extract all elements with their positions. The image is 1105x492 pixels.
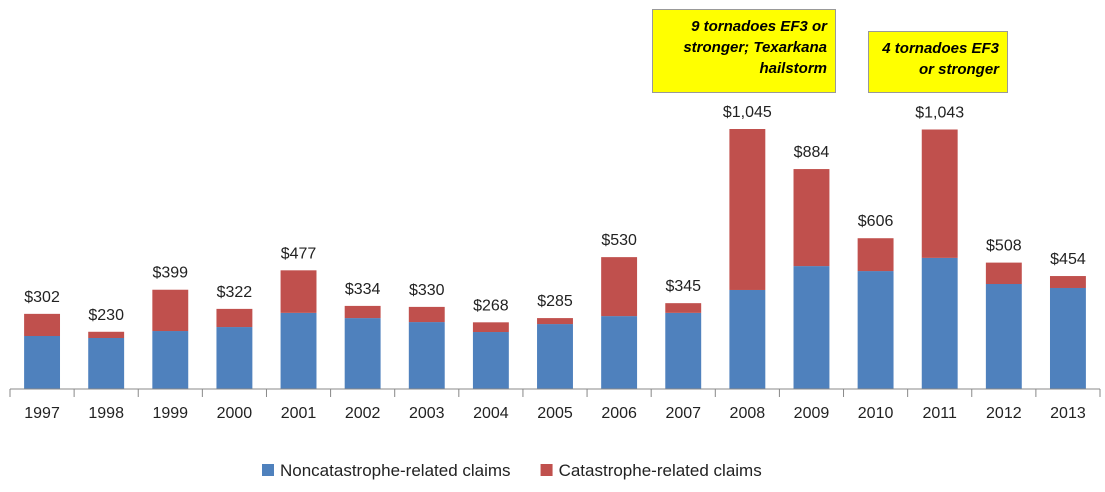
total-label: $268 [473, 297, 509, 314]
x-tick-label: 2002 [345, 405, 381, 422]
bar-segment [24, 336, 61, 389]
total-label: $454 [1050, 251, 1086, 268]
bar-segment [985, 284, 1022, 389]
total-label: $345 [665, 278, 701, 295]
x-tick-label: 1999 [152, 405, 188, 422]
bar-segment [729, 289, 766, 389]
bar-segment [729, 129, 766, 290]
bar-segment [921, 129, 958, 258]
x-tick-label: 2009 [794, 405, 830, 422]
bar-segment [1049, 287, 1086, 389]
bar-segment [88, 337, 125, 389]
bar-segment [344, 318, 381, 389]
x-tick-label: 2007 [665, 405, 701, 422]
x-tick-label: 1998 [88, 405, 124, 422]
bar-segment [601, 257, 638, 317]
x-tick-label: 2011 [923, 405, 958, 422]
total-label: $285 [537, 293, 573, 310]
total-label: $606 [858, 213, 894, 230]
bar-segment [472, 332, 509, 389]
x-tick-label: 2005 [537, 405, 573, 422]
bar-segment [216, 327, 253, 389]
annotation: 4 tornadoes EF3 or stronger [868, 31, 1008, 93]
bar-segment [985, 262, 1022, 285]
x-tick-label: 2013 [1050, 405, 1086, 422]
total-label: $884 [794, 144, 830, 161]
x-tick-label: 2004 [473, 405, 509, 422]
bar-segment [537, 324, 573, 389]
bar-segment [793, 169, 830, 267]
bar-segment [24, 313, 61, 337]
annotation: 9 tornadoes EF3 or stronger; Texarkana h… [652, 9, 836, 93]
legend-label: Catastrophe-related claims [559, 461, 762, 480]
total-label: $302 [24, 289, 60, 306]
x-tick-label: 2008 [730, 405, 766, 422]
x-tick-label: 2001 [281, 405, 317, 422]
bar-segment [537, 318, 573, 325]
x-tick-label: 2012 [986, 405, 1022, 422]
bar-segment [344, 305, 381, 319]
bar-segment [857, 271, 894, 389]
total-label: $1,043 [915, 104, 964, 121]
bar-segment [280, 270, 317, 313]
legend-label: Noncatastrophe-related claims [280, 461, 511, 480]
legend-swatch [540, 464, 553, 476]
bar-segment [88, 331, 125, 338]
total-label: $508 [986, 238, 1022, 255]
total-label: $322 [217, 284, 253, 301]
bar-segment [472, 322, 509, 333]
total-label: $334 [345, 281, 381, 298]
x-tick-label: 2006 [601, 405, 637, 422]
bar-segment [216, 308, 253, 328]
bar-segment [921, 257, 958, 389]
bar-segment [793, 266, 830, 389]
x-tick-label: 1997 [24, 405, 60, 422]
x-tick-label: 2000 [217, 405, 253, 422]
total-label: $477 [281, 245, 317, 262]
bar-segment [1049, 276, 1086, 288]
total-label: $230 [88, 307, 124, 324]
bar-segment [857, 238, 894, 272]
bar-segment [601, 316, 638, 389]
bar-segment [280, 312, 317, 389]
bar-segment [152, 331, 189, 389]
bar-segment [665, 312, 702, 389]
total-label: $330 [409, 282, 445, 299]
x-tick-label: 2010 [858, 405, 894, 422]
bar-segment [152, 289, 189, 332]
bar-segment [408, 322, 445, 389]
bar-segment [665, 303, 702, 313]
bar-segment [408, 306, 445, 323]
total-label: $399 [152, 265, 188, 282]
legend-swatch [262, 464, 274, 476]
total-label: $1,045 [723, 104, 772, 121]
total-label: $530 [601, 232, 637, 249]
x-tick-label: 2003 [409, 405, 445, 422]
